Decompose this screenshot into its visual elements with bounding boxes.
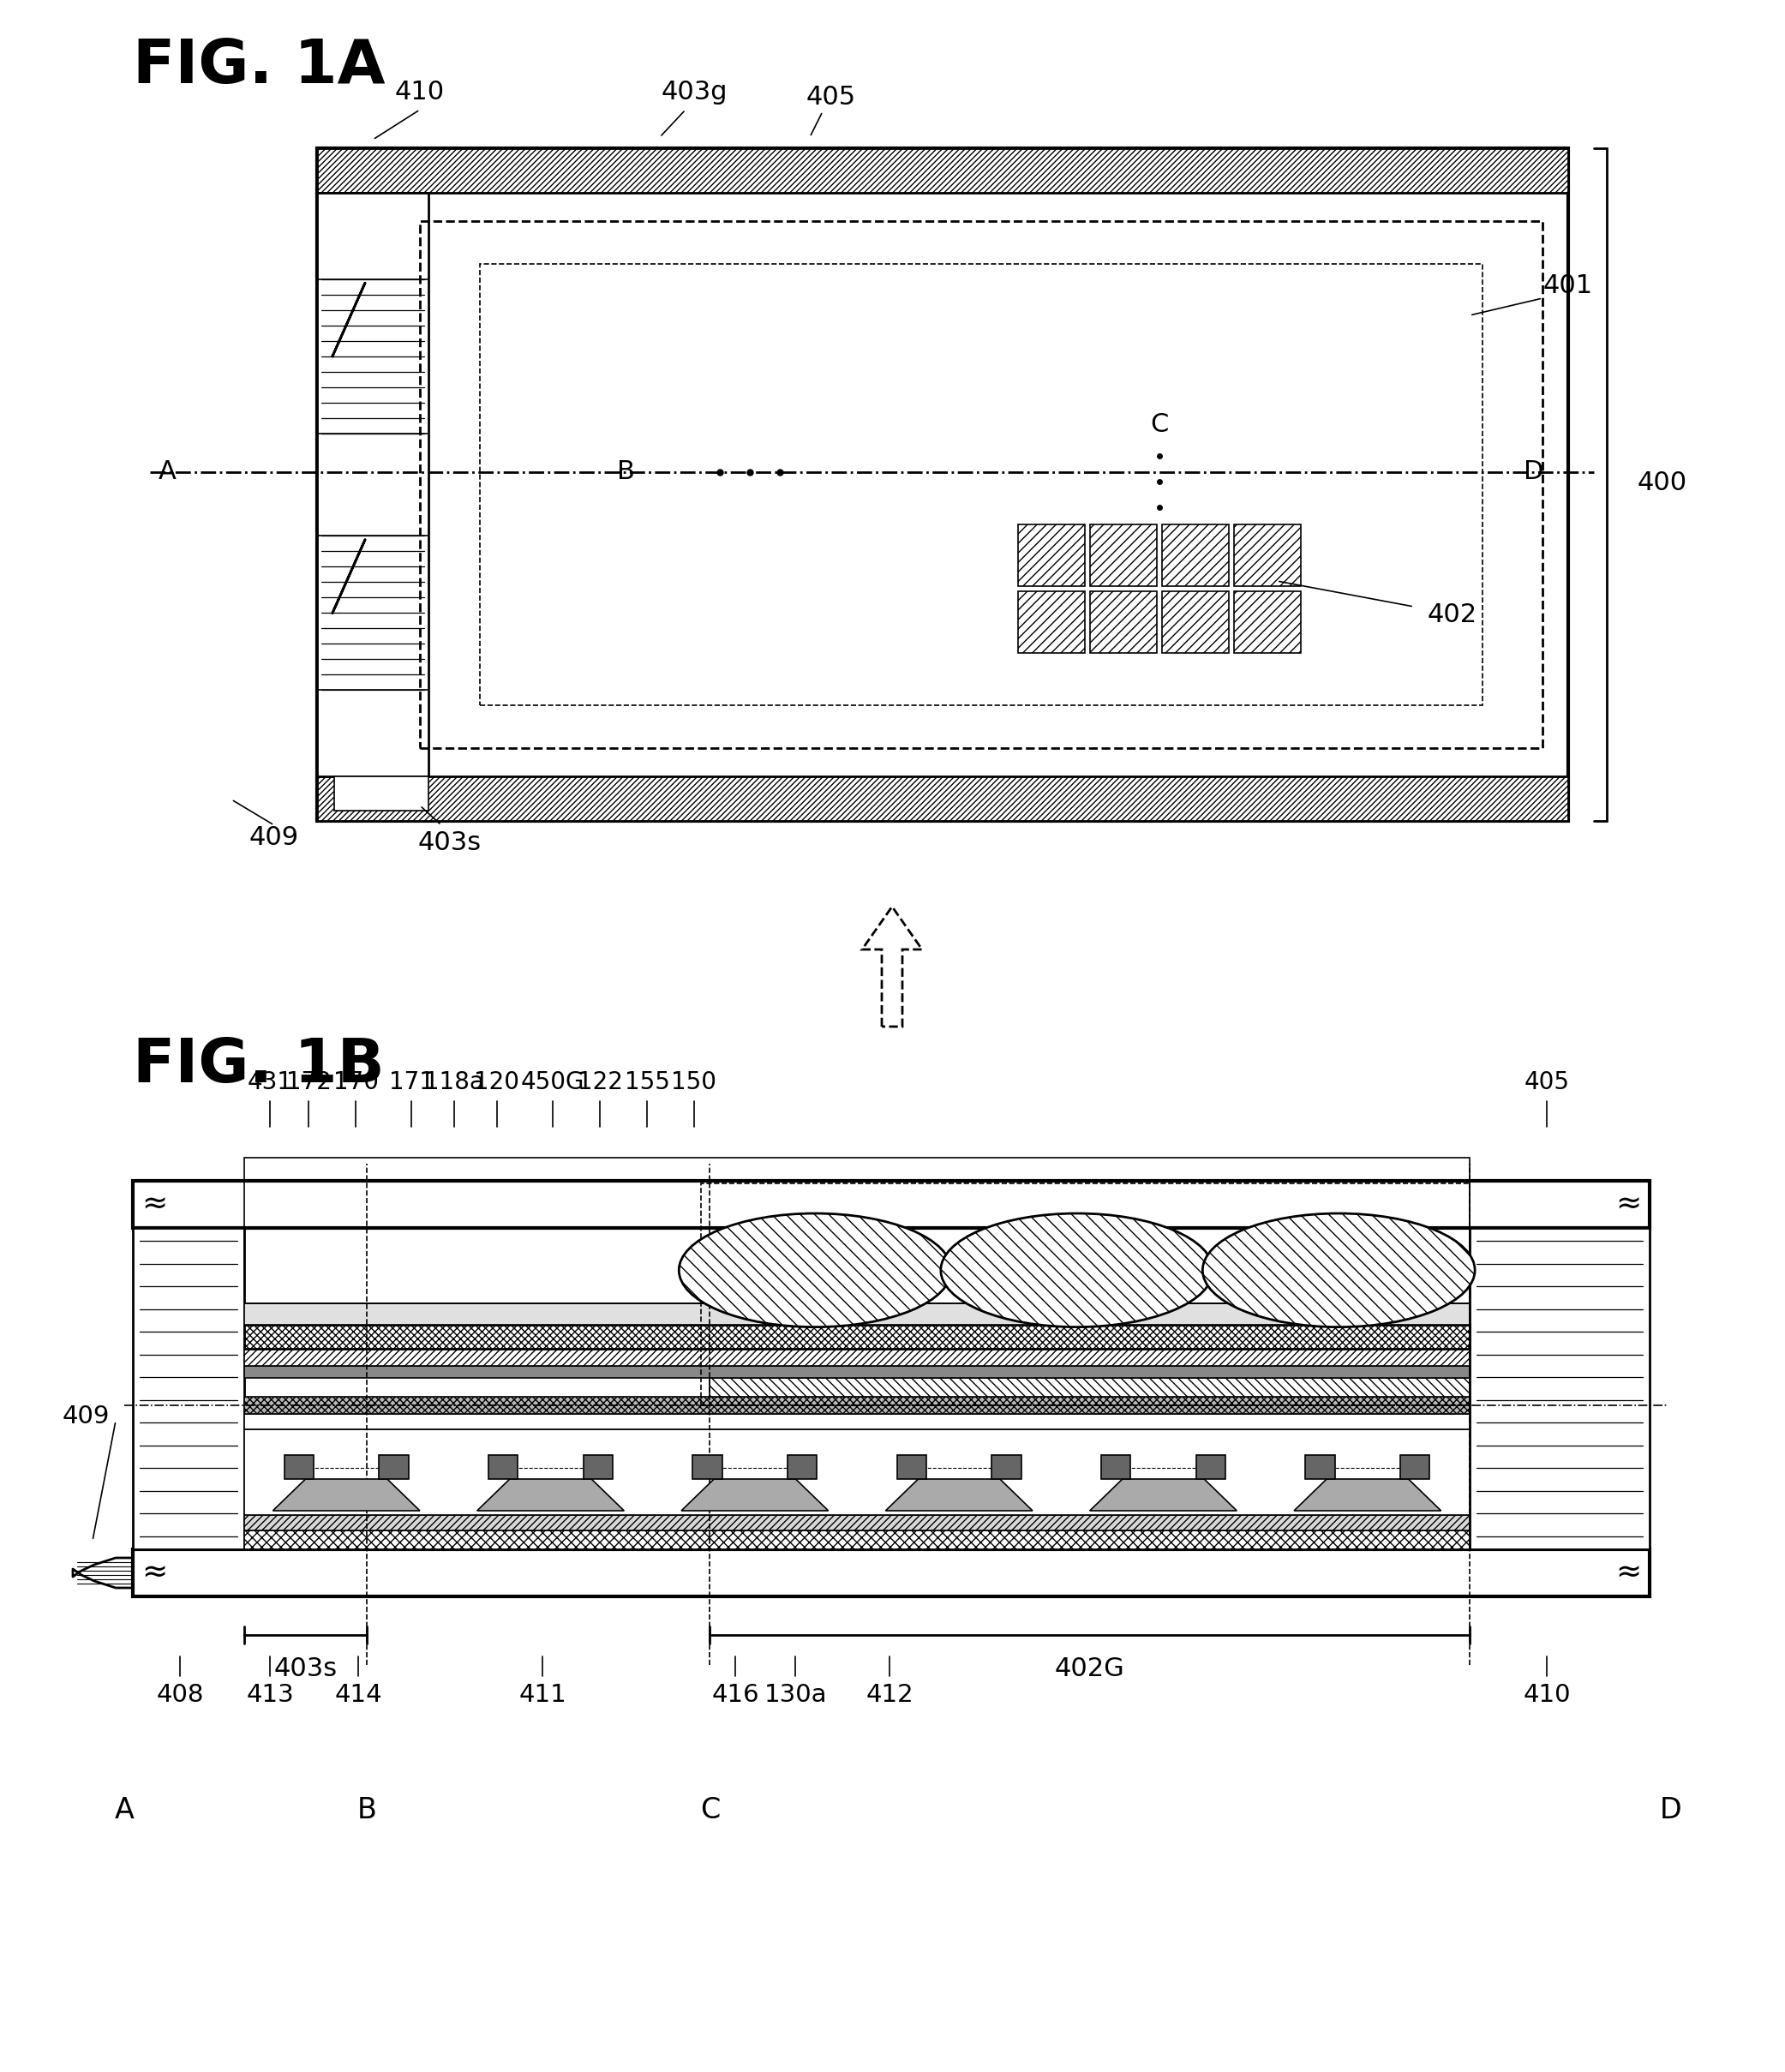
- Bar: [245, 1158, 1469, 1303]
- Text: 402G: 402G: [1055, 1658, 1125, 1682]
- Text: B: B: [357, 1796, 377, 1825]
- Bar: [419, 222, 1542, 748]
- Text: 400: 400: [1637, 470, 1687, 495]
- Text: 155: 155: [625, 1071, 669, 1094]
- Text: ≈: ≈: [1615, 1189, 1640, 1220]
- Text: 118a: 118a: [425, 1071, 484, 1094]
- Text: 403s: 403s: [273, 1658, 337, 1682]
- Bar: [378, 1455, 409, 1479]
- Polygon shape: [477, 1479, 625, 1510]
- Bar: [318, 149, 1569, 821]
- Text: FIG. 1B: FIG. 1B: [132, 1036, 384, 1094]
- Text: 122: 122: [577, 1071, 623, 1094]
- Bar: [132, 1181, 1649, 1229]
- Text: D: D: [1524, 460, 1544, 485]
- Text: 410: 410: [1523, 1682, 1571, 1707]
- Bar: [245, 1430, 1469, 1515]
- Text: 403g: 403g: [660, 81, 726, 106]
- Bar: [132, 1229, 245, 1550]
- Bar: [245, 1365, 1469, 1378]
- Bar: [245, 1397, 1469, 1413]
- Bar: [245, 1413, 1469, 1430]
- Text: 130a: 130a: [764, 1682, 826, 1707]
- Bar: [1196, 1455, 1225, 1479]
- Text: 431: 431: [248, 1071, 293, 1094]
- Ellipse shape: [1203, 1214, 1474, 1326]
- Bar: [1305, 1455, 1335, 1479]
- Bar: [245, 1324, 1469, 1349]
- Bar: [1089, 591, 1157, 653]
- Bar: [992, 1455, 1021, 1479]
- Bar: [1017, 591, 1085, 653]
- Bar: [1162, 591, 1228, 653]
- Bar: [284, 1455, 314, 1479]
- Bar: [318, 777, 1569, 821]
- Bar: [1469, 1229, 1649, 1550]
- Bar: [318, 149, 1569, 193]
- Bar: [245, 1515, 1469, 1531]
- Polygon shape: [885, 1479, 1032, 1510]
- Bar: [693, 1455, 723, 1479]
- Ellipse shape: [678, 1214, 951, 1326]
- Bar: [245, 1349, 1469, 1365]
- Text: 172: 172: [286, 1071, 332, 1094]
- Bar: [489, 1455, 518, 1479]
- Bar: [1233, 591, 1301, 653]
- Text: 410: 410: [394, 81, 444, 106]
- Text: 412: 412: [866, 1682, 914, 1707]
- Polygon shape: [682, 1479, 828, 1510]
- Text: 171: 171: [389, 1071, 434, 1094]
- Text: 416: 416: [712, 1682, 759, 1707]
- Text: 413: 413: [246, 1682, 295, 1707]
- Text: 120: 120: [475, 1071, 519, 1094]
- Text: 403s: 403s: [418, 831, 482, 856]
- Polygon shape: [1294, 1479, 1440, 1510]
- Bar: [710, 1378, 1469, 1397]
- Ellipse shape: [941, 1214, 1214, 1326]
- Text: 414: 414: [334, 1682, 382, 1707]
- Text: C: C: [700, 1796, 719, 1825]
- Text: 150: 150: [671, 1071, 718, 1094]
- Bar: [318, 193, 428, 777]
- Bar: [1017, 524, 1085, 586]
- Text: B: B: [616, 460, 634, 485]
- Text: 401: 401: [1544, 274, 1592, 298]
- Text: 405: 405: [1524, 1071, 1569, 1094]
- Text: 170: 170: [334, 1071, 378, 1094]
- Text: A: A: [114, 1796, 134, 1825]
- Bar: [702, 1183, 1469, 1405]
- Text: 408: 408: [155, 1682, 203, 1707]
- Text: 409: 409: [250, 825, 300, 850]
- Bar: [1233, 524, 1301, 586]
- Text: 411: 411: [519, 1682, 566, 1707]
- Bar: [584, 1455, 612, 1479]
- Bar: [1399, 1455, 1430, 1479]
- Bar: [334, 777, 428, 810]
- Bar: [1089, 524, 1157, 586]
- Bar: [1101, 1455, 1130, 1479]
- Bar: [132, 1550, 1649, 1595]
- Text: ≈: ≈: [141, 1558, 168, 1587]
- Polygon shape: [1091, 1479, 1237, 1510]
- Bar: [480, 263, 1483, 704]
- Polygon shape: [273, 1479, 419, 1510]
- Text: 450G: 450G: [521, 1071, 585, 1094]
- Text: C: C: [1150, 412, 1167, 437]
- Bar: [898, 1455, 926, 1479]
- Bar: [245, 1531, 1469, 1550]
- Bar: [245, 1303, 1469, 1324]
- Bar: [1162, 524, 1228, 586]
- Text: FIG. 1A: FIG. 1A: [132, 37, 386, 97]
- Text: ≈: ≈: [1615, 1558, 1640, 1587]
- Text: D: D: [1660, 1796, 1681, 1825]
- Bar: [787, 1455, 818, 1479]
- Text: 409: 409: [62, 1405, 109, 1428]
- Text: 402: 402: [1428, 603, 1478, 628]
- Text: ≈: ≈: [141, 1189, 168, 1220]
- Text: A: A: [159, 460, 177, 485]
- Text: 405: 405: [807, 85, 857, 110]
